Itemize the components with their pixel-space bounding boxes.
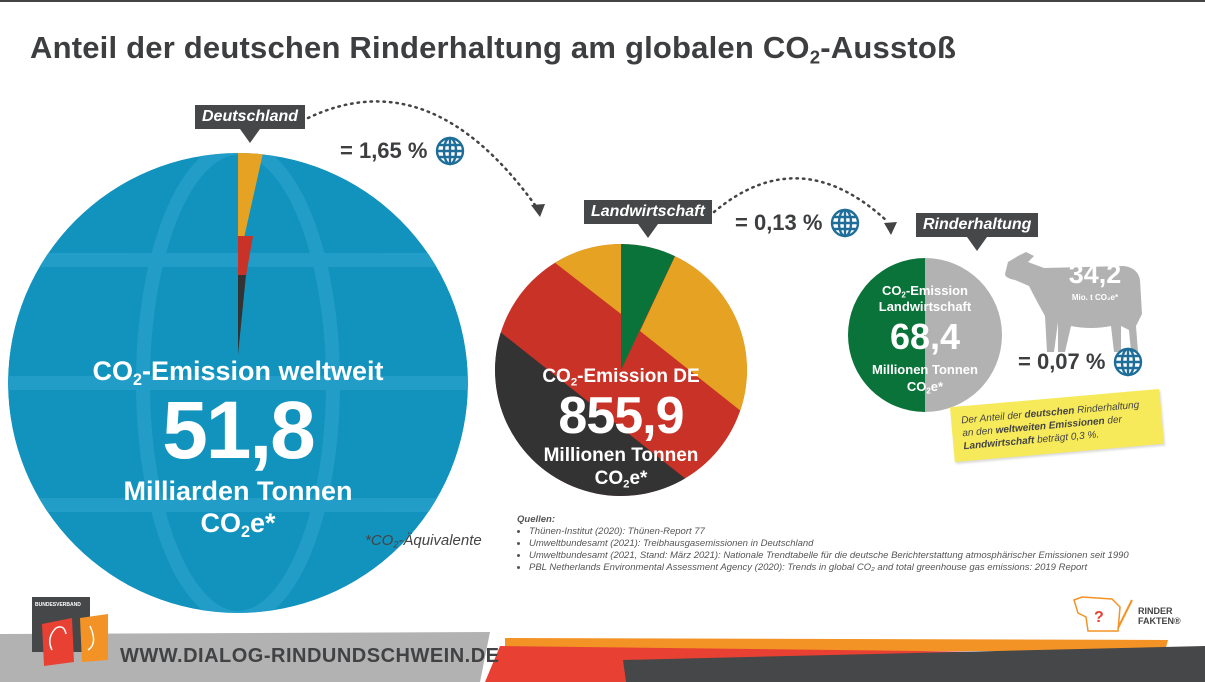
germany-co2e: CO2e* — [594, 468, 648, 491]
agri-value: 68,4 — [889, 316, 961, 357]
agri-label-2: Landwirtschaft — [878, 299, 972, 314]
footer-grey-band — [0, 632, 490, 682]
footnote: *CO2-Äquivalente — [365, 532, 482, 550]
source-item: Umweltbundesamt (2021, Stand: März 2021)… — [529, 550, 1129, 562]
slice-orange-right — [640, 244, 747, 450]
agri-label: CO2-Emission — [882, 283, 968, 300]
world-co2e: CO2e* — [200, 508, 276, 541]
germany-label: CO2-Emission DE — [542, 366, 700, 389]
slice-germany-rest — [238, 275, 246, 355]
bundesverband-logo: BUNDESVERBAND — [32, 597, 108, 666]
share-cattle: = 0,07 % — [1018, 347, 1143, 377]
sources-heading: Quellen: — [517, 514, 556, 525]
agri-co2e: CO2e* — [906, 379, 944, 396]
slice-germany-agri — [238, 236, 253, 276]
cattle-unit: Mio. t CO₂e* — [1071, 293, 1119, 302]
rinder-fakten-text: RINDER FAKTEN® — [1138, 606, 1181, 626]
world-value: 51,8 — [162, 385, 316, 476]
arrowhead-icon — [531, 204, 545, 217]
germany-value: 855,9 — [558, 387, 684, 445]
agri-unit: Millionen Tonnen — [872, 362, 978, 377]
world-unit: Milliarden Tonnen — [123, 476, 353, 506]
tag-landwirtschaft: Landwirtschaft — [584, 200, 712, 238]
slice-germany-other — [238, 153, 263, 238]
website-link[interactable]: WWW.DIALOG-RINDUNDSCHWEIN.DE — [120, 645, 500, 667]
globe-icon — [435, 136, 465, 166]
cattle-value: 34,2 — [1068, 259, 1122, 289]
share-germany: = 0,13 % — [735, 208, 860, 238]
dotted-arrow-2 — [712, 177, 890, 224]
germany-unit: Millionen Tonnen — [543, 445, 699, 466]
footer-orange-band — [505, 638, 1168, 651]
germany-pie-chart — [495, 244, 747, 496]
svg-text:?: ? — [1094, 609, 1104, 626]
source-item: PBL Netherlands Environmental Assessment… — [529, 562, 1129, 574]
rinder-fakten-logo: ? — [1073, 596, 1133, 632]
sources: Quellen: Thünen-Institut (2020): Thünen-… — [517, 514, 1129, 574]
slice-agriculture — [621, 244, 692, 370]
source-item: Thünen-Institut (2020): Thünen-Report 77 — [529, 526, 1129, 538]
footer-dark-band — [623, 646, 1205, 682]
dotted-arrow-1 — [306, 100, 537, 207]
page-title: Anteil der deutschen Rinderhaltung am gl… — [30, 30, 957, 68]
tag-rinderhaltung: Rinderhaltung — [916, 213, 1039, 251]
globe-icon — [830, 208, 860, 238]
share-world: = 1,65 % — [340, 136, 465, 166]
tag-deutschland: Deutschland — [195, 105, 306, 143]
arrowhead-icon — [884, 222, 897, 235]
globe-grid-icon — [8, 153, 468, 613]
svg-text:BUNDESVERBAND: BUNDESVERBAND — [35, 602, 81, 608]
top-border — [0, 0, 1205, 2]
world-label: CO2-Emission weltweit — [92, 356, 384, 389]
slice-dark — [495, 316, 720, 496]
world-globe-chart — [8, 153, 468, 613]
source-item: Umweltbundesamt (2021): Treibhausgasemis… — [529, 538, 1129, 550]
globe-icon — [1113, 347, 1143, 377]
cow-icon — [1005, 252, 1142, 352]
